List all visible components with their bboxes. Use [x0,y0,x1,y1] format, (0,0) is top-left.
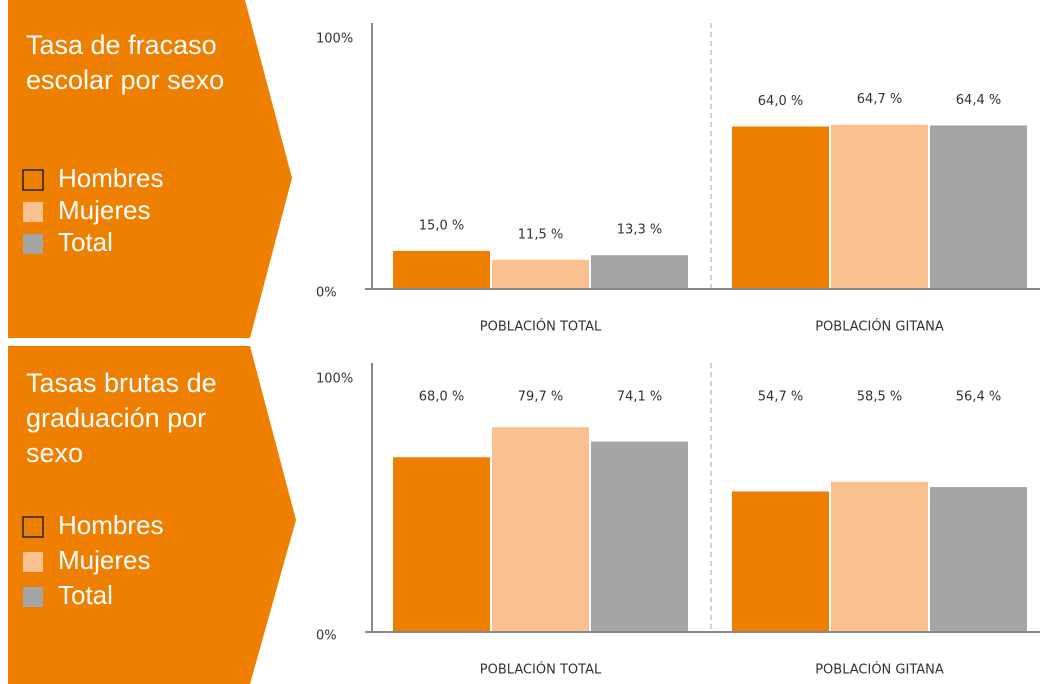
value-label: 54,7 % [758,390,803,405]
legend-label: Total [58,580,113,610]
bar [492,259,589,289]
x-tick-label: POBLACIÓN TOTAL [480,662,602,678]
bar [831,124,928,289]
x-tick-label: POBLACIÓN GITANA [815,319,944,335]
legend-swatch [23,202,43,222]
chart-title: graduación por [26,403,206,433]
value-label: 58,5 % [857,390,902,405]
x-tick-label: POBLACIÓN GITANA [815,662,944,678]
panel-arrow [8,346,296,684]
value-label: 64,7 % [857,92,902,107]
legend-label: Hombres [58,510,163,540]
bar [393,250,490,289]
value-label: 13,3 % [617,223,662,238]
legend-label: Hombres [58,163,163,193]
bar [930,125,1027,289]
value-label: 64,0 % [758,94,803,109]
panel-arrow [8,0,292,338]
bar [732,126,829,289]
x-tick-label: POBLACIÓN TOTAL [480,319,602,335]
value-label: 74,1 % [617,390,662,405]
bar [930,487,1027,632]
legend-swatch [23,552,43,572]
value-label: 11,5 % [518,227,563,242]
chart-title: escolar por sexo [26,65,224,95]
y-tick-label: 0% [316,629,337,644]
bar [732,491,829,632]
legend-swatch [23,234,43,254]
legend-label: Mujeres [58,195,150,225]
legend-label: Total [58,227,113,257]
bar [591,255,688,289]
legend-swatch [22,516,44,538]
y-tick-label: 100% [316,372,353,387]
legend-label: Mujeres [58,545,150,575]
y-tick-label: 100% [316,32,353,47]
bar [393,457,490,632]
value-label: 56,4 % [956,390,1001,405]
value-label: 15,0 % [419,218,464,233]
chart-title: Tasa de fracaso [26,30,217,60]
y-tick-label: 0% [316,286,337,301]
chart-title: sexo [26,438,83,468]
legend-swatch [22,169,44,191]
bar [831,481,928,632]
bar [591,441,688,632]
value-label: 79,7 % [518,390,563,405]
value-label: 68,0 % [419,390,464,405]
bar [492,427,589,632]
legend-swatch [23,587,43,607]
value-label: 64,4 % [956,93,1001,108]
chart-title: Tasas brutas de [26,368,217,398]
